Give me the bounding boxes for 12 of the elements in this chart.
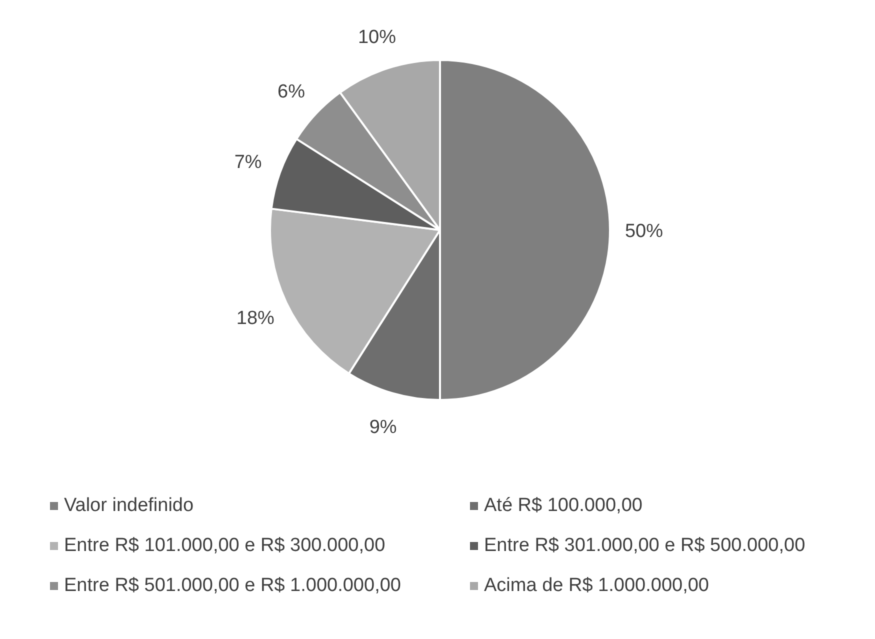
data-label: 50% bbox=[624, 221, 664, 242]
legend-label: Entre R$ 301.000,00 e R$ 500.000,00 bbox=[484, 535, 806, 556]
data-label: 18% bbox=[236, 308, 275, 329]
legend-label: Acima de R$ 1.000.000,00 bbox=[484, 575, 709, 596]
legend-label: Até R$ 100.000,00 bbox=[484, 495, 642, 516]
legend-label: Valor indefinido bbox=[64, 495, 194, 516]
legend-label: Entre R$ 501.000,00 e R$ 1.000.000,00 bbox=[64, 575, 401, 596]
data-label: 6% bbox=[278, 81, 306, 102]
legend-label: Entre R$ 101.000,00 e R$ 300.000,00 bbox=[64, 535, 386, 556]
data-label: 7% bbox=[234, 152, 262, 173]
data-label: 9% bbox=[369, 416, 397, 438]
data-label: 10% bbox=[358, 26, 396, 48]
